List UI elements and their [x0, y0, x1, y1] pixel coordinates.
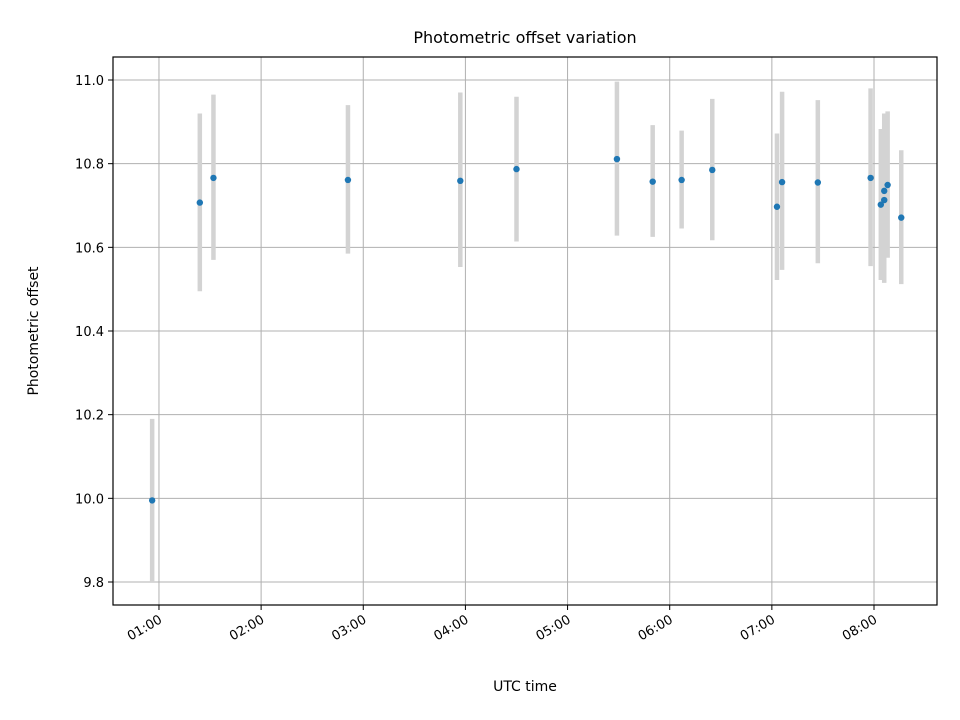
data-point: [709, 166, 716, 174]
y-tick-label: 11.0: [75, 74, 104, 89]
data-point: [210, 174, 217, 182]
y-tick-label: 10.0: [75, 492, 104, 507]
data-point: [877, 201, 885, 208]
y-axis-ticks: 9.8 10.0 10.2 10.4 10.6 10.8 11.0: [75, 74, 113, 591]
data-point: [148, 497, 156, 504]
data-point: [814, 179, 822, 186]
data-point: [881, 187, 888, 195]
data-point: [884, 181, 891, 189]
data-point: [867, 174, 874, 182]
data-point: [778, 178, 786, 186]
data-point: [881, 196, 888, 204]
y-axis-label: Photometric offset: [26, 266, 42, 396]
x-axis-label: UTC time: [493, 679, 557, 695]
data-point: [457, 177, 464, 185]
y-tick-label: 10.4: [75, 325, 104, 340]
data-point: [196, 199, 204, 206]
data-points: [148, 155, 905, 504]
y-tick-label: 10.8: [75, 158, 104, 173]
data-point: [678, 176, 685, 184]
data-point: [613, 155, 621, 163]
chart-title: Photometric offset variation: [413, 28, 636, 47]
y-tick-label: 10.2: [75, 409, 104, 424]
y-tick-label: 9.8: [83, 576, 104, 591]
data-point: [649, 178, 656, 185]
data-point: [898, 214, 905, 221]
data-point: [344, 176, 352, 184]
grid: [113, 57, 937, 605]
y-tick-label: 10.6: [75, 241, 104, 256]
data-point: [513, 165, 520, 173]
data-point: [773, 203, 781, 210]
